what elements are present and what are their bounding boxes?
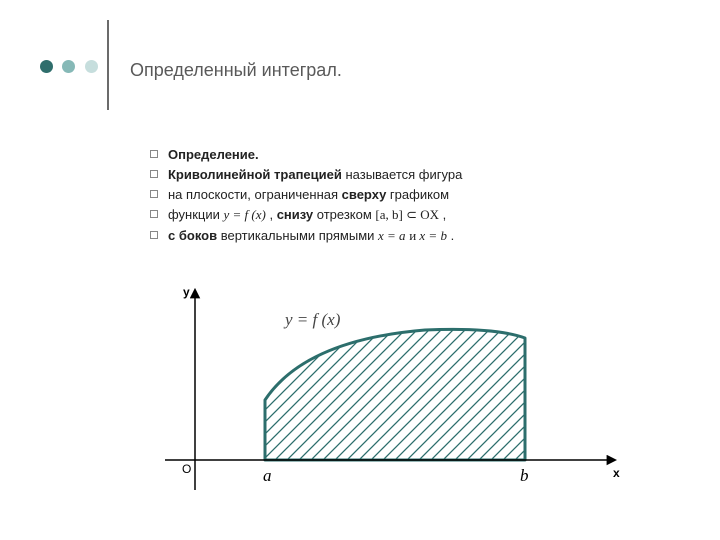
decor-vline (107, 20, 109, 110)
bullet-1: Определение. (150, 145, 650, 165)
origin-label: O (182, 462, 191, 476)
decor-dots (40, 60, 103, 78)
inline-eq-ab: [a, b] ⊂ OX (375, 207, 439, 222)
bullet-5: с боков вертикальными прямыми x = a и x … (150, 226, 650, 246)
inline-eq-xa: x = a (378, 228, 406, 243)
y-axis-label: y (183, 285, 190, 299)
inline-eq-fx: y = f (x) (224, 207, 266, 222)
a-label: a (263, 466, 272, 486)
b-label: b (520, 466, 529, 486)
curve-equation: y = f (x) (285, 310, 340, 330)
bullet-3: на плоскости, ограниченная сверху график… (150, 185, 650, 205)
page-title: Определенный интеграл. (130, 60, 342, 81)
body-text: Определение. Криволинейной трапецией наз… (150, 145, 650, 246)
trapezoid-figure: y x O a b y = f (x) (155, 280, 625, 510)
x-axis-label: x (613, 466, 620, 480)
figure-svg (155, 280, 625, 510)
dot-1 (40, 60, 53, 73)
dot-3 (85, 60, 98, 73)
dot-2 (62, 60, 75, 73)
inline-eq-xb: x = b (419, 228, 447, 243)
bullet-2: Криволинейной трапецией называется фигур… (150, 165, 650, 185)
bullet-4: функции y = f (x) , снизу отрезком [a, b… (150, 205, 650, 225)
